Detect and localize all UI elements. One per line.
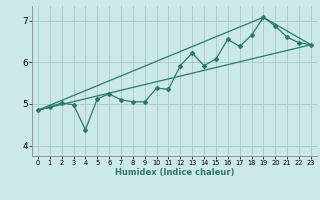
X-axis label: Humidex (Indice chaleur): Humidex (Indice chaleur) bbox=[115, 168, 234, 177]
